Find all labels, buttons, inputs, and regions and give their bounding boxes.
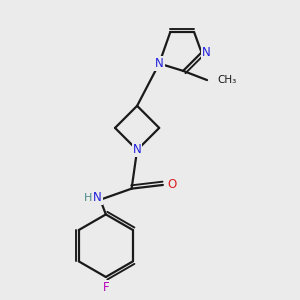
Text: N: N: [155, 57, 164, 70]
Text: CH₃: CH₃: [218, 75, 237, 85]
Text: O: O: [167, 178, 177, 191]
Text: F: F: [103, 281, 109, 294]
Text: N: N: [93, 190, 102, 204]
Text: N: N: [133, 143, 142, 157]
Text: H: H: [84, 193, 93, 203]
Text: N: N: [202, 46, 210, 59]
